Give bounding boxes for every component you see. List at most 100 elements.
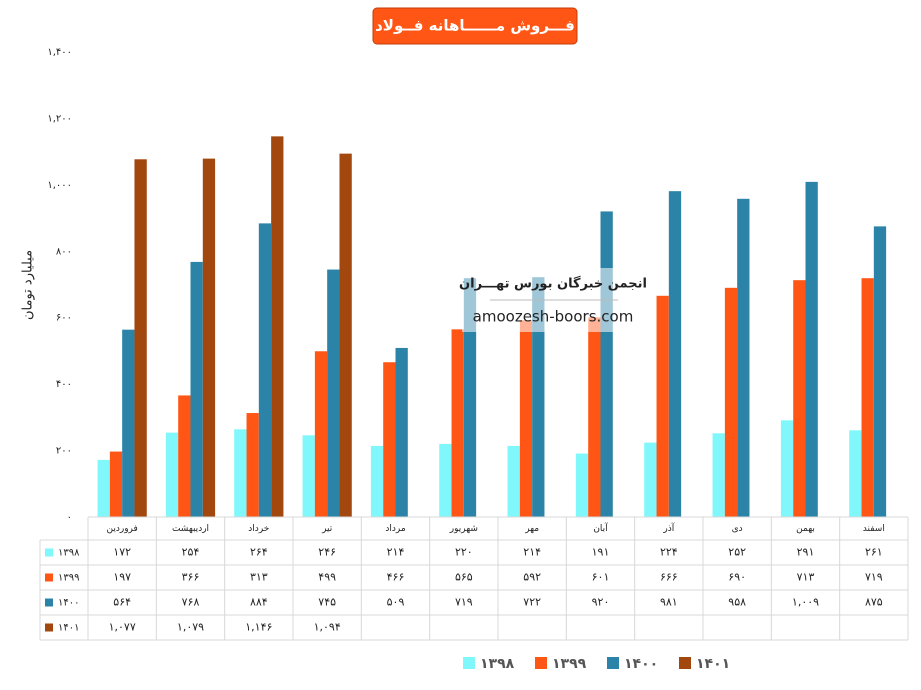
table-cell: ۵۰۹ — [387, 596, 405, 609]
y-tick-label: ۱,۴۰۰ — [47, 47, 72, 58]
legend-label: ۱۳۹۹ — [552, 656, 587, 672]
table-cell: ۴۹۹ — [318, 571, 336, 584]
table-cell: ۲۵۴ — [182, 546, 200, 559]
table-cell: ۱,۰۹۴ — [314, 621, 341, 634]
x-tick-label: اسفند — [863, 524, 885, 534]
table-legend-swatch — [45, 623, 53, 632]
table-legend-label: ۱۴۰۱ — [58, 623, 79, 634]
legend-swatch — [535, 657, 547, 669]
table-cell: ۸۸۴ — [250, 596, 268, 609]
x-tick-label: شهریور — [449, 524, 478, 534]
bar — [463, 278, 477, 517]
bar — [258, 223, 272, 517]
table-legend-swatch — [45, 573, 53, 582]
table-cell: ۷۱۹ — [865, 571, 883, 584]
table-cell: ۲۲۴ — [660, 546, 678, 559]
table-cell: ۶۶۶ — [660, 571, 678, 584]
legend-label: ۱۴۰۱ — [696, 656, 730, 672]
bar — [327, 269, 340, 517]
bar — [600, 211, 613, 517]
y-axis-label: میلیارد تومان — [21, 250, 36, 320]
table-cell: ۲۱۴ — [523, 546, 541, 559]
table-cell: ۱,۱۴۶ — [245, 621, 272, 634]
bar — [588, 317, 601, 517]
legend-swatch — [679, 657, 691, 669]
table-cell: ۱,۰۷۷ — [109, 621, 136, 634]
x-tick-label: دی — [732, 524, 743, 534]
table-cell: ۱۹۷ — [113, 571, 131, 584]
bar — [575, 453, 589, 517]
bar — [370, 445, 384, 517]
y-tick-label: ۱,۰۰۰ — [47, 180, 72, 191]
table-cell: ۳۶۶ — [182, 571, 200, 584]
bar — [873, 226, 887, 517]
table-cell: ۹۸۱ — [660, 596, 678, 609]
table-cell: ۲۶۱ — [865, 546, 883, 559]
table-cell: ۱۹۱ — [592, 546, 610, 559]
y-tick-label: ۶۰۰ — [56, 313, 72, 324]
bar — [314, 351, 328, 517]
table-cell: ۳۱۳ — [250, 571, 268, 584]
bar — [302, 435, 315, 517]
table-legend-label: ۱۳۹۸ — [58, 548, 80, 559]
table-cell: ۲۹۱ — [797, 546, 815, 559]
x-tick-label: خرداد — [248, 524, 269, 534]
bar — [805, 181, 818, 517]
bar — [383, 362, 396, 517]
x-tick-label: بهمن — [796, 524, 815, 534]
x-tick-label: مهر — [524, 524, 539, 534]
bar — [861, 278, 874, 517]
table-legend-swatch — [45, 548, 53, 557]
table-cell: ۱,۰۰۹ — [792, 596, 819, 609]
chart-title: فـــروش مــــــاهانه فــولاد — [375, 17, 575, 35]
table-legend-label: ۱۴۰۰ — [58, 598, 79, 609]
x-tick-label: اردیبهشت — [172, 524, 209, 534]
bar — [134, 159, 147, 517]
watermark-title: انجمن خبرگان بورس تهـــران — [459, 276, 647, 292]
watermark-url: amoozesh-boors.com — [473, 308, 634, 326]
bar — [109, 451, 123, 517]
y-tick-label: ۲۰۰ — [56, 446, 72, 457]
bar — [165, 432, 179, 517]
table-cell: ۵۹۲ — [523, 571, 541, 584]
bar — [395, 347, 408, 517]
table-cell: ۷۴۵ — [318, 596, 336, 609]
x-tick-label: مرداد — [385, 524, 405, 534]
bar — [668, 191, 682, 518]
bar — [656, 295, 669, 517]
bar — [234, 429, 247, 517]
x-tick-label: آذر — [662, 522, 674, 534]
table-cell: ۱۷۲ — [113, 546, 131, 559]
bar — [97, 459, 110, 517]
table-legend-label: ۱۳۹۹ — [58, 573, 79, 584]
bar — [644, 442, 657, 517]
table-cell: ۹۵۸ — [728, 596, 746, 609]
bar — [339, 153, 352, 517]
table-cell: ۲۴۶ — [318, 546, 336, 559]
bar — [178, 395, 191, 517]
table-cell: ۶۰۱ — [592, 571, 610, 584]
table-cell: ۲۲۰ — [455, 546, 473, 559]
table-cell: ۵۶۵ — [455, 571, 473, 584]
title-box — [372, 7, 578, 45]
bar — [202, 158, 216, 517]
x-tick-label: تیر — [321, 524, 333, 534]
bar — [780, 420, 794, 517]
legend-label: ۱۳۹۸ — [480, 656, 515, 672]
bar — [532, 277, 545, 517]
bar — [451, 329, 464, 517]
bar — [122, 329, 135, 517]
table-cell: ۶۹۰ — [728, 571, 746, 584]
table-cell: ۷۶۸ — [182, 596, 200, 609]
table-cell: ۲۵۲ — [728, 546, 746, 559]
bar — [712, 433, 725, 517]
legend-label: ۱۴۰۰ — [624, 656, 658, 672]
legend-swatch — [463, 657, 475, 669]
x-tick-label: آبان — [593, 522, 608, 534]
table-cell: ۷۱۳ — [797, 571, 815, 584]
bar — [246, 413, 259, 517]
table-cell: ۸۷۵ — [865, 596, 883, 609]
y-tick-label: ۱,۲۰۰ — [47, 113, 72, 124]
legend-swatch — [607, 657, 619, 669]
